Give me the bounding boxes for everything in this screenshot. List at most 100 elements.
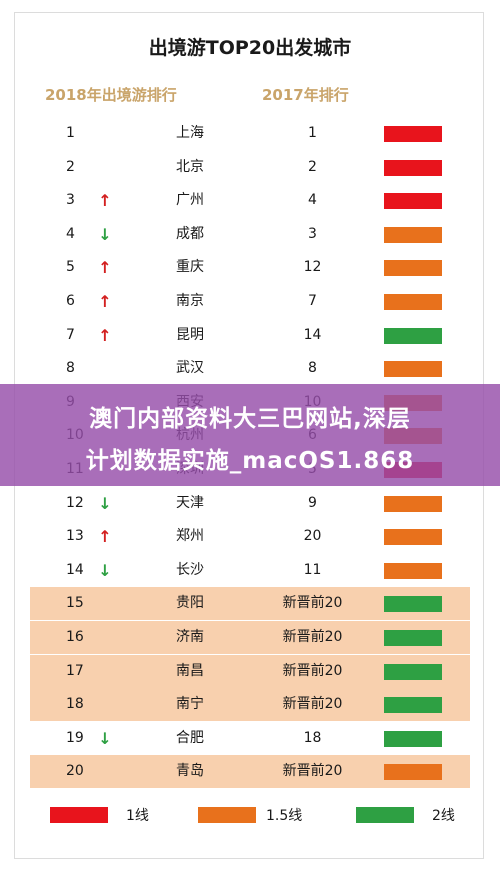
table-row: 15 贵阳 新晋前20: [30, 587, 470, 621]
city-name: 广州: [176, 192, 204, 209]
rank-2017: 20: [303, 528, 322, 545]
rank-2017: 新晋前20: [282, 595, 343, 612]
city-name: 天津: [176, 494, 204, 511]
city-tier-bar: [384, 630, 442, 646]
city-tier-bar: [384, 327, 442, 344]
table-row: 14 ↓ 长沙 11: [30, 554, 470, 587]
city-name: 南京: [176, 293, 204, 309]
rank-2018: 2: [66, 158, 75, 175]
legend-swatch: [356, 807, 414, 823]
banner-line-1[interactable]: 澳门内部资料大三巴网站,深层: [89, 406, 411, 432]
city-name: 长沙: [176, 561, 204, 578]
arrow-up-icon: ↑: [98, 191, 112, 211]
table-row: 18 南宁 新晋前20: [30, 688, 470, 722]
rank-2018: 5: [66, 259, 75, 276]
city-tier-bar: [384, 226, 442, 243]
city-name: 青岛: [176, 763, 204, 780]
city-tier-bar: [384, 529, 442, 546]
table-row: 12 ↓ 天津 9: [30, 487, 470, 520]
rank-2017: 12: [303, 259, 322, 276]
rank-2018: 14: [66, 561, 84, 578]
arrow-down-icon: ↓: [98, 224, 112, 244]
arrow-down-icon: ↓: [98, 560, 112, 580]
city-tier-bar: [384, 730, 442, 747]
rank-2017: 新晋前20: [282, 629, 343, 645]
rank-2018: 6: [66, 293, 75, 309]
city-name: 合肥: [176, 729, 204, 746]
city-tier-bar: [384, 260, 442, 277]
city-tier-bar: [384, 764, 442, 781]
city-tier-bar: [384, 562, 442, 579]
rank-2017: 9: [308, 494, 317, 511]
city-name: 北京: [176, 158, 204, 175]
arrow-up-icon: ↑: [98, 527, 112, 547]
rank-2017: 2: [308, 158, 317, 175]
city-name: 南宁: [176, 696, 204, 713]
city-name: 成都: [176, 225, 204, 242]
rank-2017: 1: [308, 125, 317, 141]
table-row: 17 南昌 新晋前20: [30, 654, 470, 688]
legend-label: 1线: [126, 808, 149, 824]
arrow-down-icon: ↓: [98, 493, 112, 513]
rank-2018: 19: [66, 729, 84, 746]
table-row: 13 ↑ 郑州 20: [30, 520, 470, 553]
city-tier-bar: [384, 596, 442, 613]
rank-2018: 17: [66, 662, 84, 679]
rank-2017: 3: [308, 225, 317, 242]
rank-2018: 18: [66, 696, 84, 713]
city-tier-bar: [384, 663, 442, 680]
rank-2017: 14: [303, 326, 322, 343]
rank-2017: 8: [308, 360, 317, 377]
legend-swatch: [50, 807, 108, 823]
table-row: 20 青岛 新晋前20: [30, 755, 470, 789]
table-row: 19 ↓ 合肥 18: [30, 722, 470, 755]
header-2018-rank: 2018年出境游排行: [45, 86, 177, 104]
legend-label: 2线: [432, 808, 455, 824]
table-row: 7 ↑ 昆明 14: [30, 319, 470, 352]
city-tier-bar: [384, 159, 442, 176]
rank-2018: 13: [66, 528, 84, 545]
rank-2017: 新晋前20: [282, 763, 343, 780]
table-row: 6 ↑ 南京 7: [30, 285, 470, 318]
arrow-up-icon: ↑: [98, 292, 112, 311]
rank-2017: 18: [303, 729, 322, 746]
city-name: 重庆: [176, 259, 204, 276]
table-row: 1 上海 1: [30, 117, 470, 150]
arrow-down-icon: ↓: [98, 728, 112, 748]
table-row: 5 ↑ 重庆 12: [30, 251, 470, 284]
rank-2017: 新晋前20: [282, 696, 343, 713]
rank-2018: 16: [66, 629, 84, 645]
page-title: 出境游TOP20出发城市: [148, 37, 352, 59]
city-name: 南昌: [176, 662, 204, 679]
city-name: 贵阳: [176, 595, 204, 612]
rank-2017: 11: [303, 561, 322, 578]
banner-line-2[interactable]: 计划数据实施_macOS1.868: [85, 448, 415, 474]
table-row: 2 北京 2: [30, 151, 470, 184]
rank-2018: 15: [66, 595, 84, 612]
city-tier-bar: [384, 495, 442, 512]
rank-2017: 新晋前20: [282, 662, 343, 679]
rank-2018: 7: [66, 326, 75, 343]
city-name: 武汉: [176, 360, 204, 377]
table-row: 4 ↓ 成都 3: [30, 218, 470, 251]
table-row: 16 济南 新晋前20: [30, 621, 470, 654]
rank-2018: 1: [66, 125, 75, 141]
rank-2017: 7: [308, 293, 317, 309]
overlay-banner[interactable]: [0, 384, 500, 486]
city-name: 上海: [176, 125, 204, 141]
table-row: 8 武汉 8: [30, 352, 470, 385]
rank-2017: 4: [308, 192, 317, 209]
header-2017-rank: 2017年排行: [262, 86, 349, 104]
city-tier-bar: [384, 361, 442, 378]
arrow-up-icon: ↑: [98, 325, 112, 345]
rank-2018: 4: [66, 225, 75, 242]
rank-2018: 3: [66, 192, 75, 209]
city-tier-bar: [384, 193, 442, 210]
rank-2018: 20: [66, 763, 84, 780]
rank-2018: 12: [66, 494, 84, 511]
city-name: 郑州: [176, 528, 204, 545]
arrow-up-icon: ↑: [98, 258, 112, 278]
city-tier-bar: [384, 126, 442, 142]
city-tier-bar: [384, 697, 442, 714]
rank-2018: 8: [66, 360, 75, 377]
